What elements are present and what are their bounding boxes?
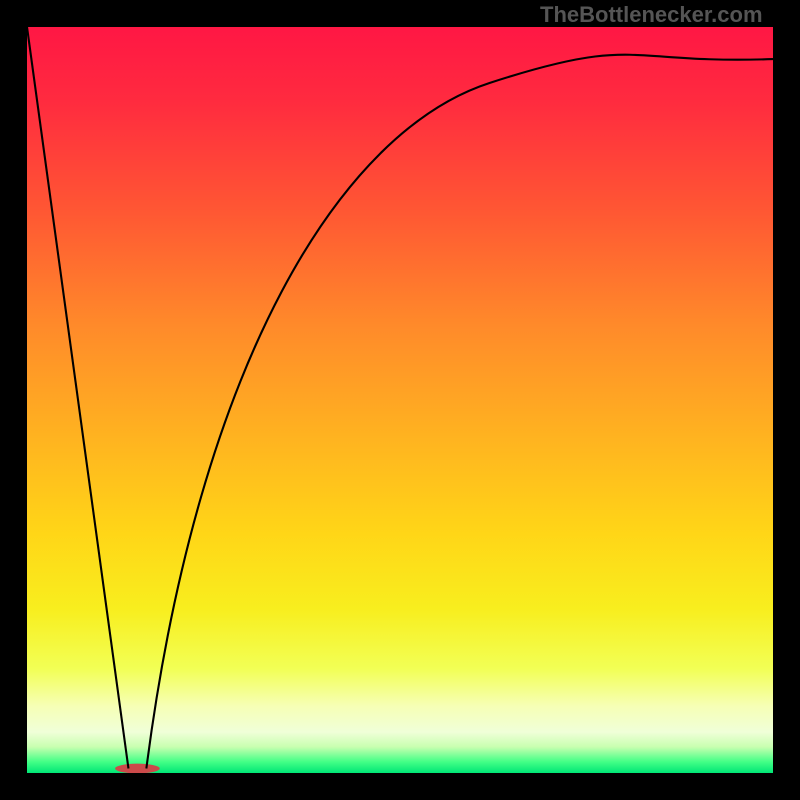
- chart-svg: [0, 0, 800, 800]
- baseline-marker: [115, 764, 160, 774]
- chart-frame: TheBottlenecker.com: [0, 0, 800, 800]
- watermark-text: TheBottlenecker.com: [540, 2, 763, 28]
- gradient-background: [27, 27, 773, 773]
